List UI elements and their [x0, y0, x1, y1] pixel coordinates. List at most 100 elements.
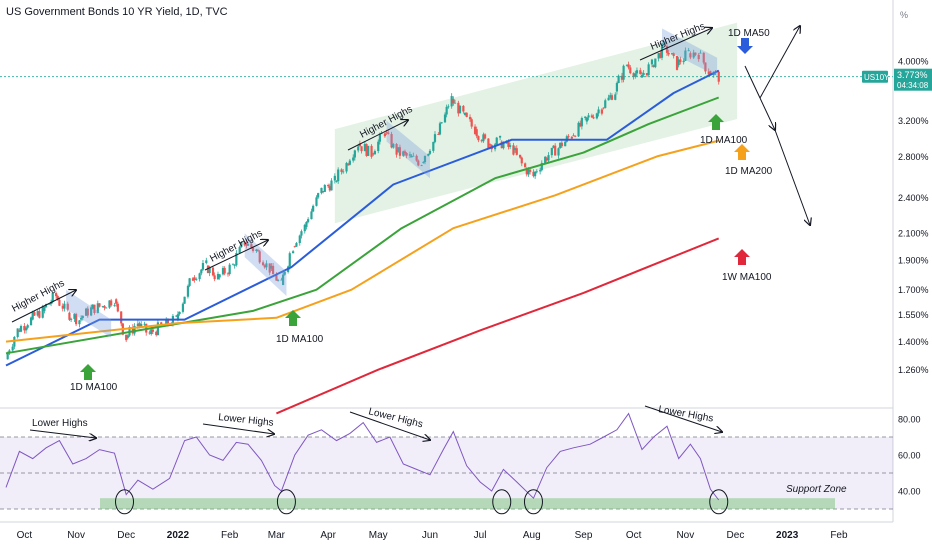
- candle-body: [590, 115, 593, 118]
- candle-body: [498, 135, 502, 138]
- candle-body: [75, 313, 78, 325]
- candle-body: [155, 331, 158, 336]
- candle-body: [270, 265, 273, 269]
- rsi-low-circle: [523, 489, 543, 515]
- candle-body: [211, 267, 215, 276]
- candle-body: [293, 246, 296, 248]
- candle-body: [69, 318, 73, 320]
- candle-body: [188, 278, 191, 286]
- candle-body: [256, 250, 260, 252]
- candle-body: [38, 311, 41, 318]
- candle-body: [307, 219, 310, 222]
- candle-body: [292, 251, 295, 254]
- candle-body: [116, 303, 119, 312]
- candle-body: [133, 326, 136, 334]
- candle-body: [514, 148, 517, 150]
- candle-body: [620, 75, 624, 80]
- candle-body: [647, 64, 650, 76]
- candle-body: [218, 274, 221, 278]
- time-tick-label: Oct: [17, 530, 33, 541]
- candle-body: [373, 151, 376, 155]
- candle-body: [231, 264, 235, 266]
- candle-body: [560, 142, 563, 147]
- correction-band: [66, 289, 112, 338]
- candle-body: [679, 59, 682, 63]
- candle-body: [80, 318, 83, 320]
- candle-body: [335, 181, 338, 182]
- candle-body: [709, 71, 712, 76]
- candle-body: [480, 140, 483, 142]
- candle-body: [650, 59, 654, 65]
- candle-body: [684, 50, 687, 61]
- candle-body: [36, 311, 39, 316]
- candle-body: [327, 185, 330, 187]
- lower-highs-label: Lower Highs: [218, 412, 274, 429]
- time-tick-label: Feb: [221, 530, 239, 541]
- candle-body: [443, 114, 447, 123]
- current-price-label: 3.773%: [897, 70, 928, 80]
- candle-body: [463, 112, 467, 115]
- candle-body: [410, 156, 413, 158]
- candle-body: [577, 122, 580, 137]
- candle-body: [357, 146, 360, 151]
- candle-body: [634, 73, 637, 77]
- candle-body: [295, 243, 298, 247]
- time-tick-label: Jun: [422, 530, 438, 541]
- time-tick-label: Oct: [626, 530, 642, 541]
- candle-body: [572, 135, 575, 137]
- candle-body: [251, 247, 255, 251]
- candle-body: [420, 165, 423, 167]
- candle-body: [657, 53, 660, 59]
- candle-body: [150, 329, 153, 335]
- candle-body: [255, 249, 258, 251]
- candle-body: [226, 273, 230, 275]
- candle-body: [110, 300, 113, 306]
- candle-body: [415, 155, 418, 161]
- candle-body: [372, 153, 375, 155]
- candle-body: [276, 280, 280, 281]
- candle-body: [126, 335, 129, 338]
- candle-body: [670, 53, 674, 55]
- candle-body: [322, 190, 325, 192]
- candle-body: [353, 150, 356, 158]
- candle-body: [412, 155, 415, 157]
- candle-body: [186, 285, 190, 297]
- candle-body: [507, 140, 510, 147]
- candle-body: [532, 171, 535, 177]
- candle-body: [86, 308, 89, 316]
- candle-body: [458, 105, 462, 114]
- rsi-low-circle: [115, 489, 135, 515]
- candle-body: [352, 157, 355, 161]
- candle-body: [600, 109, 604, 114]
- candle-body: [667, 52, 670, 55]
- time-tick-label: Aug: [523, 530, 541, 541]
- candle-body: [677, 59, 680, 66]
- time-tick-label: Apr: [320, 530, 336, 541]
- candle-body: [360, 146, 363, 152]
- ma200-label: 1D MA200: [725, 166, 773, 177]
- candle-body: [665, 46, 669, 53]
- candle-body: [390, 133, 393, 148]
- candle-body: [51, 293, 54, 302]
- candle-body: [330, 180, 333, 191]
- candle-body: [398, 147, 402, 156]
- candle-body: [143, 323, 146, 325]
- candle-body: [495, 137, 498, 145]
- candle-body: [632, 73, 635, 77]
- candle-body: [447, 106, 450, 108]
- candle-body: [216, 273, 220, 280]
- candle-body: [462, 105, 465, 112]
- candle-body: [271, 265, 275, 275]
- lower-highs-label: Lower Highs: [367, 406, 424, 430]
- support-zone: [100, 498, 835, 509]
- candle-body: [176, 314, 180, 320]
- candle-body: [93, 304, 96, 313]
- candle-body: [395, 144, 398, 155]
- candle-body: [607, 97, 610, 101]
- candle-body: [664, 41, 667, 44]
- candle-body: [78, 320, 81, 325]
- candle-body: [579, 122, 582, 127]
- candle-body: [16, 328, 19, 337]
- candle-body: [240, 242, 243, 248]
- candle-body: [261, 262, 265, 266]
